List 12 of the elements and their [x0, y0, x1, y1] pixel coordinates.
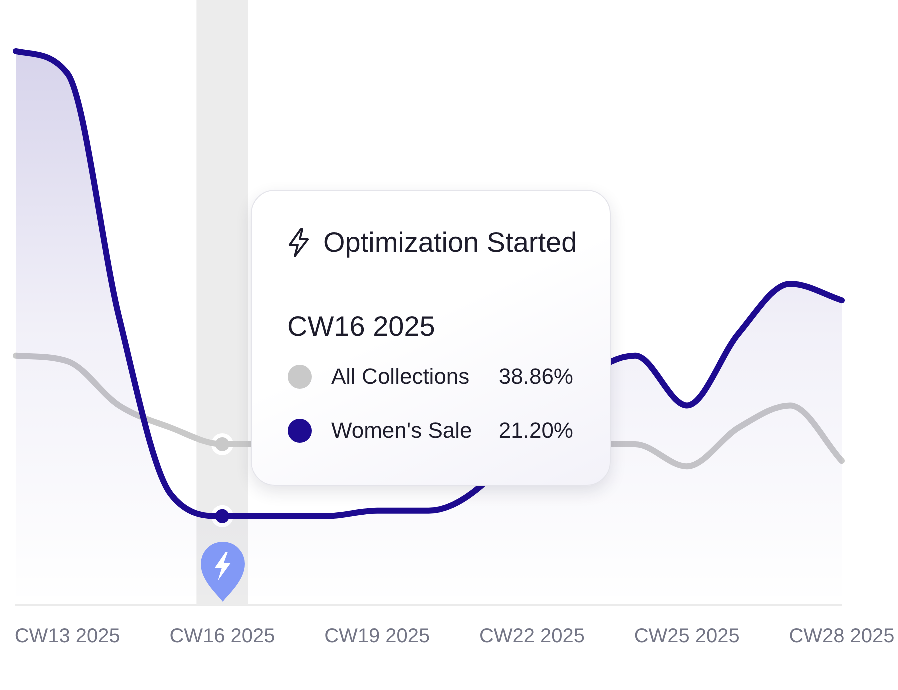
text: CW16 2025	[288, 310, 436, 342]
legend-label: All Collections	[332, 364, 470, 390]
x-tick-label: CW16 2025	[170, 626, 276, 648]
legend-label: Women's Sale	[332, 418, 472, 444]
x-tick-label: CW28 2025	[789, 626, 895, 648]
band-label: Optimization Started	[324, 226, 578, 260]
x-tick-label: CW22 2025	[479, 626, 586, 648]
x-tick-label: CW19 2025	[324, 626, 430, 648]
annotation: 21.20%	[498, 418, 574, 444]
annotation: 38.86%	[498, 364, 574, 390]
x-tick-label: CW13 2025	[14, 626, 120, 648]
x-tick-label: CW25 2025	[634, 626, 740, 648]
